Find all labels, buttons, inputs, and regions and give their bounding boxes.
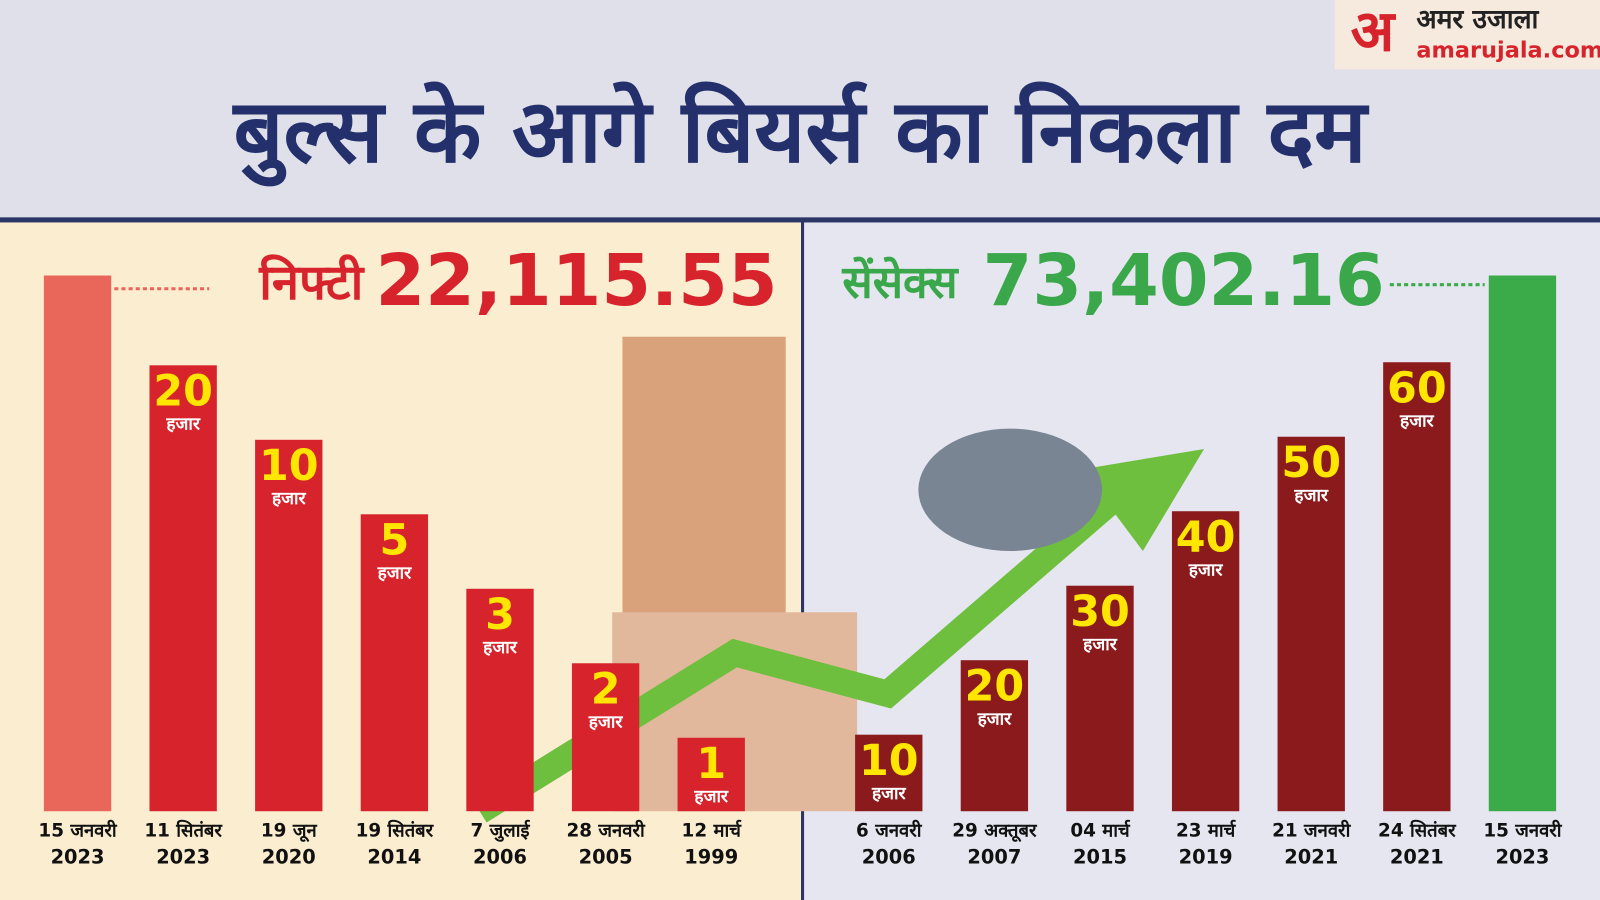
header-bg	[0, 0, 1600, 221]
year-label: 2021	[1284, 846, 1338, 869]
logo-name: अमर उजाला	[1416, 4, 1539, 35]
date-label: 7 जुलाई	[470, 820, 530, 843]
date-label: 29 अक्तूबर	[952, 821, 1038, 843]
logo-site: amarujala.com	[1416, 38, 1600, 64]
bull	[918, 428, 1103, 552]
building	[622, 336, 786, 643]
bar-amount: 40	[1176, 512, 1236, 562]
bar-unit: हजार	[1293, 486, 1329, 506]
year-label: 2015	[1073, 846, 1127, 869]
bar-unit: हजार	[871, 784, 907, 804]
date-label: 12 मार्च	[682, 820, 743, 842]
bar	[1171, 511, 1240, 812]
date-label: 15 जनवरी	[1483, 820, 1562, 842]
date-label: 28 जनवरी	[566, 820, 645, 842]
bar	[960, 660, 1029, 812]
bar-unit: हजार	[482, 638, 518, 658]
bar-unit: हजार	[1188, 560, 1224, 580]
date-label: 15 जनवरी	[38, 820, 117, 842]
bar-unit: हजार	[1082, 635, 1118, 655]
bar	[677, 737, 745, 812]
bar	[360, 514, 429, 812]
logo-bg	[1334, 0, 1600, 70]
year-label: 2023	[51, 846, 105, 869]
logo-mark: अ	[1351, 0, 1397, 64]
arrow-head	[1081, 448, 1205, 552]
bar-unit: हजार	[165, 414, 201, 434]
bar	[1383, 362, 1451, 812]
date-label: 24 सितंबर	[1378, 820, 1457, 842]
year-label: 2020	[262, 846, 316, 869]
bar	[466, 588, 534, 812]
bar-amount: 10	[259, 441, 319, 491]
bar	[149, 365, 217, 812]
date-label: 19 सितंबर	[356, 820, 435, 842]
bar	[43, 275, 112, 812]
bar	[1066, 585, 1134, 812]
bar-amount: 10	[859, 736, 919, 786]
bar-amount: 1	[696, 739, 726, 789]
date-label: 19 जून	[261, 821, 318, 843]
nifty-headline: निफ्टी 22,115.55	[258, 239, 777, 322]
bar-amount: 20	[153, 366, 213, 416]
date-label: 11 सितंबर	[144, 820, 223, 842]
year-label: 2023	[156, 846, 210, 869]
bar-amount: 20	[965, 661, 1025, 711]
bar-amount: 50	[1281, 438, 1341, 488]
bar-amount: 2	[591, 664, 621, 714]
sensex-label: सेंसेक्स	[841, 256, 959, 309]
sensex-headline: सेंसेक्स 73,402.16	[841, 239, 1384, 322]
year-label: 2019	[1179, 846, 1233, 869]
bar-amount: 30	[1070, 587, 1130, 637]
bar	[571, 663, 640, 812]
bar	[255, 439, 323, 812]
bar	[855, 734, 923, 812]
year-label: 2006	[862, 846, 916, 869]
divider	[0, 217, 1600, 223]
bar-unit: हजार	[377, 563, 413, 583]
bar-unit: हजार	[271, 489, 307, 509]
year-label: 2023	[1495, 846, 1549, 869]
divider	[801, 220, 805, 900]
date-label: 23 मार्च	[1176, 820, 1237, 842]
year-label: 2005	[579, 846, 633, 869]
year-label: 2007	[967, 846, 1021, 869]
title: बुल्स के आगे बियर्स का निकला दम	[231, 81, 1370, 187]
bar-amount: 60	[1387, 363, 1447, 413]
nifty-label: निफ्टी	[258, 254, 365, 311]
bar-unit: हजार	[588, 712, 624, 732]
bar-amount: 5	[379, 515, 409, 565]
year-label: 2021	[1390, 846, 1444, 869]
year-label: 1999	[684, 846, 738, 869]
sensex-value: 73,402.16	[983, 239, 1385, 322]
date-label: 21 जनवरी	[1272, 820, 1351, 842]
date-label: 6 जनवरी	[856, 820, 923, 842]
bar-unit: हजार	[1399, 411, 1435, 431]
date-label: 04 मार्च	[1070, 820, 1131, 842]
bar	[1277, 436, 1345, 812]
bar-amount: 3	[485, 590, 515, 640]
year-label: 2006	[473, 846, 527, 869]
bar-unit: हजार	[977, 709, 1013, 729]
bar	[1488, 275, 1557, 812]
nifty-value: 22,115.55	[376, 239, 778, 322]
year-label: 2014	[367, 846, 421, 869]
bar-unit: हजार	[693, 787, 729, 807]
